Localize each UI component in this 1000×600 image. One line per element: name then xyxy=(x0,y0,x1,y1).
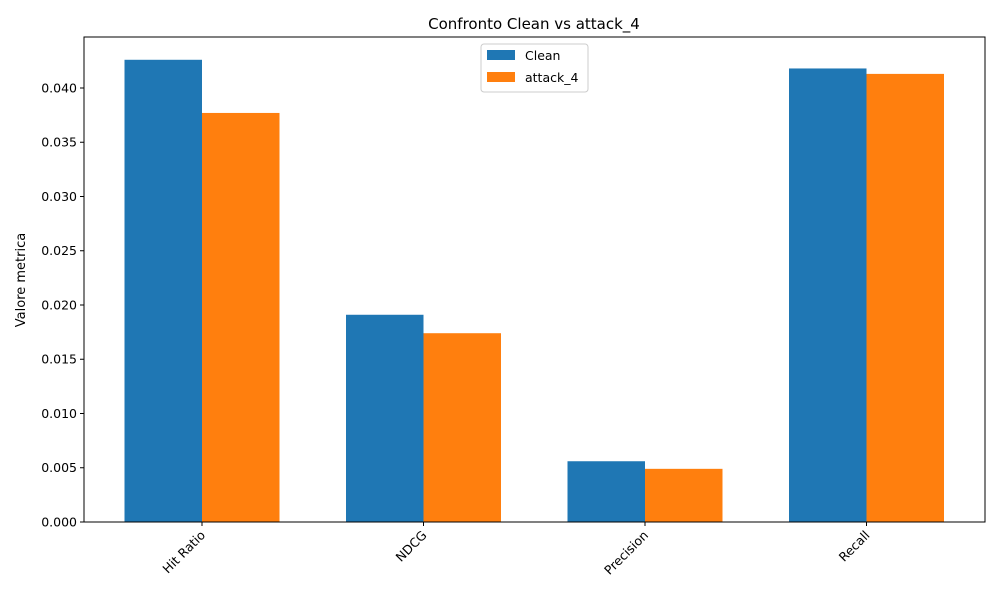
bar-clean-precision xyxy=(567,461,645,522)
y-tick-label: 0.015 xyxy=(41,352,77,367)
bar-clean-hit-ratio xyxy=(124,59,202,522)
bar-attack-4-precision xyxy=(645,468,723,522)
y-axis: 0.000 0.005 0.010 0.015 0.020 0.025 0.030 0.035… xyxy=(41,80,84,530)
bars-layer xyxy=(124,59,944,523)
x-tick-label: Hit Ratio xyxy=(159,528,208,577)
legend-swatch-attack xyxy=(487,72,515,82)
legend-label-attack: attack_4 xyxy=(525,70,578,85)
bar-attack-4-hit-ratio xyxy=(202,112,280,523)
y-tick-label: 0.005 xyxy=(41,460,77,475)
y-axis-label: Valore metrica xyxy=(14,233,29,327)
y-tick-label: 0.010 xyxy=(41,406,77,421)
legend: Clean attack_4 xyxy=(480,43,589,93)
y-tick-label: 0.040 xyxy=(41,80,77,95)
bar-clean-ndcg xyxy=(346,314,424,522)
x-tick-label: Recall xyxy=(836,528,873,565)
y-tick-label: 0.035 xyxy=(41,135,77,150)
bar-attack-4-recall xyxy=(866,73,944,522)
legend-label-clean: Clean xyxy=(525,48,560,63)
legend-swatch-clean xyxy=(487,50,515,60)
plot-frame xyxy=(83,36,986,523)
x-tick-label: NDCG xyxy=(393,528,430,565)
y-tick-label: 0.020 xyxy=(41,297,77,312)
bar-clean-recall xyxy=(789,68,867,522)
y-tick-label: 0.030 xyxy=(41,189,77,204)
x-axis: Hit Ratio NDCG Precision Recall xyxy=(159,522,873,578)
x-tick-label: Precision xyxy=(601,528,651,578)
bar-attack-4-ndcg xyxy=(423,333,501,522)
y-tick-label: 0.025 xyxy=(41,243,77,258)
y-tick-label: 0.000 xyxy=(41,515,77,530)
chart-title: Confronto Clean vs attack_4 xyxy=(428,15,640,34)
